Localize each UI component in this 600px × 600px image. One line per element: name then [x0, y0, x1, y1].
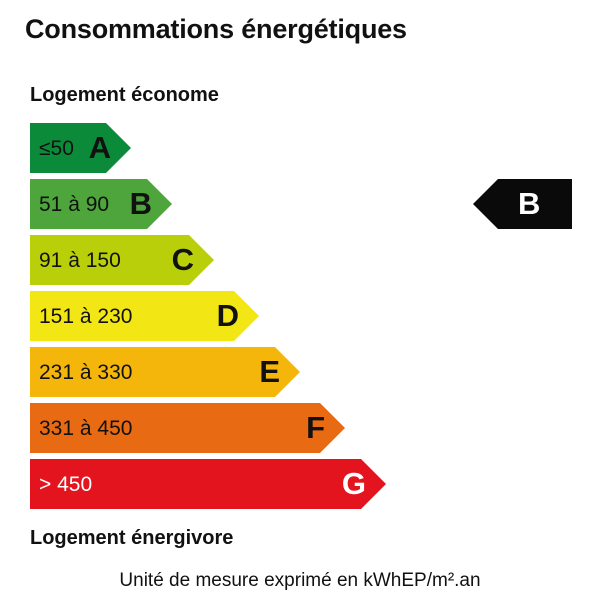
energy-class-f-range: 331 à 450: [39, 417, 133, 440]
energy-intensive-label: Logement énergivore: [30, 527, 234, 549]
energy-class-c-letter: C: [171, 242, 194, 277]
unit-note: Unité de mesure exprimé en kWhEP/m².an: [119, 570, 481, 591]
energy-class-e-range: 231 à 330: [39, 361, 133, 384]
energy-class-g-range: > 450: [39, 473, 93, 496]
energy-class-e-letter: E: [259, 354, 280, 389]
energy-class-f-letter: F: [306, 410, 325, 445]
energy-class-g-letter: G: [341, 466, 366, 501]
energy-class-c-bar: 91 à 150 C: [30, 235, 214, 285]
energy-class-a-bar: ≤50 A: [30, 123, 131, 173]
energy-class-b-bar: 51 à 90 B: [30, 179, 172, 229]
current-rating-letter: B: [518, 186, 541, 221]
energy-class-b-letter: B: [129, 186, 152, 221]
energy-class-d-range: 151 à 230: [39, 305, 133, 328]
page-title: Consommations énergétiques: [25, 14, 407, 44]
energy-class-e-bar: 231 à 330 E: [30, 347, 300, 397]
energy-class-d-letter: D: [216, 298, 239, 333]
energy-class-a-letter: A: [88, 130, 111, 165]
energy-class-a-range: ≤50: [39, 137, 74, 160]
current-rating-indicator: B: [473, 179, 572, 229]
energy-class-b-range: 51 à 90: [39, 193, 110, 216]
efficient-label: Logement économe: [30, 84, 219, 106]
energy-class-c-range: 91 à 150: [39, 249, 121, 272]
energy-class-g-bar: > 450 G: [30, 459, 386, 509]
energy-class-d-bar: 151 à 230 D: [30, 291, 259, 341]
energy-class-f-bar: 331 à 450 F: [30, 403, 345, 453]
